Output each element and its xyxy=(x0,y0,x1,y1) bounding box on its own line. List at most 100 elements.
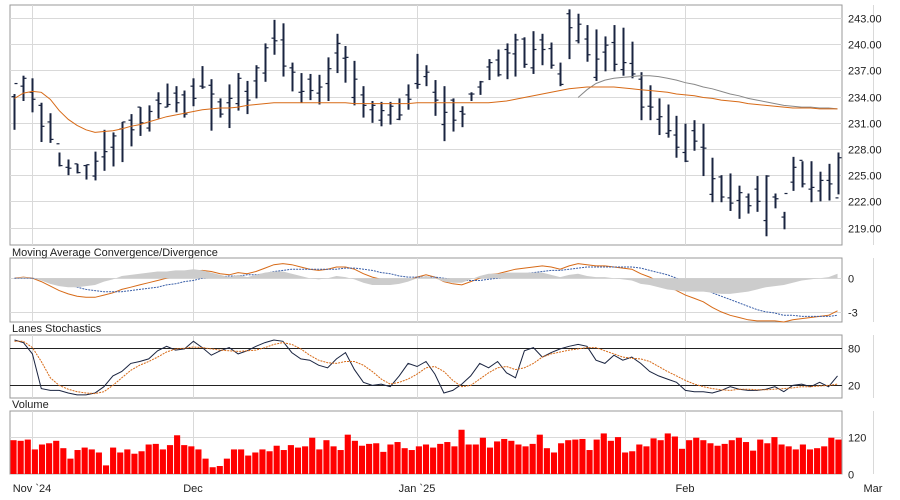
volume-bar xyxy=(88,449,95,474)
ohlc-bar xyxy=(226,84,233,129)
volume-bar xyxy=(600,433,607,474)
ohlc-bar xyxy=(817,171,824,202)
x-tick-label: Mar xyxy=(864,483,883,495)
volume-bar xyxy=(529,443,536,474)
volume-bar xyxy=(366,443,373,474)
volume-bar xyxy=(472,444,479,474)
ohlc-bar xyxy=(557,62,564,87)
volume-bar xyxy=(380,451,387,474)
ohlc-bar xyxy=(262,43,269,82)
volume-bar xyxy=(728,440,735,474)
volume-bar xyxy=(671,436,678,474)
volume-bar xyxy=(53,440,60,474)
volume-bar xyxy=(17,440,24,474)
ohlc-bar xyxy=(74,163,81,174)
ohlc-bar xyxy=(450,98,457,132)
ohlc-bar xyxy=(65,159,72,176)
volume-bar xyxy=(209,467,216,474)
volume-bar xyxy=(536,434,543,474)
ohlc-bar xyxy=(325,57,332,101)
panel-macd: 0 -3 Moving Average Convergence/Divergence xyxy=(9,247,874,323)
volume-bar xyxy=(693,437,700,474)
ohlc-bar xyxy=(566,9,573,60)
volume-bar xyxy=(501,438,508,474)
volume-bar xyxy=(714,445,721,474)
plot-frame xyxy=(9,334,843,399)
y-tick-label: 225.00 xyxy=(848,171,882,183)
volume-bar xyxy=(543,448,550,474)
volume-bar xyxy=(294,447,302,474)
volume-bar xyxy=(799,444,806,474)
volume-bar xyxy=(806,449,814,474)
ohlc-bar xyxy=(745,193,752,214)
y-tick-label: 20 xyxy=(848,381,860,393)
volume-bar xyxy=(181,445,188,474)
ohlc-bar xyxy=(396,98,403,121)
volume-bar xyxy=(238,449,245,474)
volume-bar xyxy=(81,447,88,474)
y-tick-label: 219.00 xyxy=(848,224,882,236)
volume-bar xyxy=(785,446,792,474)
panel-title: Moving Average Convergence/Divergence xyxy=(12,247,218,259)
ohlc-bar xyxy=(414,53,421,89)
volume-bar xyxy=(437,443,444,474)
volume-bar xyxy=(686,440,693,474)
volume-bar xyxy=(287,445,294,474)
volume-bar xyxy=(259,449,266,474)
ohlc-bar xyxy=(772,193,779,209)
ohlc-bar xyxy=(736,185,743,219)
ohlc-bar xyxy=(271,19,278,55)
volume-bar xyxy=(330,446,337,474)
volume-bar xyxy=(138,451,145,474)
volume-bar xyxy=(31,449,38,474)
ohlc-bar xyxy=(199,66,206,89)
volume-bar xyxy=(273,445,280,474)
volume-bar xyxy=(465,444,472,474)
volume-bar xyxy=(131,453,138,474)
plot-frame xyxy=(9,4,843,246)
y-tick-label: 228.00 xyxy=(848,145,882,157)
panel-price: 219.00 222.00 225.00 228.00 231.00 234.00 237.… xyxy=(9,4,882,246)
volume-bar xyxy=(550,452,558,474)
volume-bar xyxy=(394,442,401,474)
volume-bar xyxy=(721,443,728,474)
ohlc-bar xyxy=(137,106,144,136)
volume-bar xyxy=(337,450,344,474)
ohlc-bar xyxy=(611,25,618,72)
volume-bar xyxy=(358,445,366,474)
volume-bar xyxy=(67,458,74,474)
volume-bar xyxy=(494,441,501,474)
volume-bar xyxy=(24,439,31,474)
volume-bar xyxy=(657,440,664,474)
volume-bar xyxy=(572,439,579,474)
volume-bar xyxy=(757,439,764,474)
volume-bar xyxy=(444,442,451,474)
volume-bar xyxy=(152,443,159,474)
ohlc-bar xyxy=(763,175,770,237)
ohlc-bar xyxy=(638,72,645,121)
x-tick-label: Nov `24 xyxy=(13,483,52,495)
volume-bar xyxy=(742,442,750,474)
ohlc-bar xyxy=(691,120,698,151)
volume-bar xyxy=(323,440,330,474)
ohlc-bar xyxy=(432,80,439,116)
ohlc-bar xyxy=(253,65,260,99)
ohlc-bar xyxy=(459,106,466,128)
ohlc-bar xyxy=(146,105,153,132)
ohlc-bar xyxy=(342,46,349,83)
x-tick-label: Jan `25 xyxy=(399,483,436,495)
series-line xyxy=(14,263,838,323)
ohlc-bar xyxy=(727,173,734,211)
ohlc-bar xyxy=(629,41,636,79)
volume-bar xyxy=(707,443,714,474)
volume-bar xyxy=(216,466,223,474)
ohlc-bar xyxy=(530,31,537,74)
ohlc-bar xyxy=(190,78,197,107)
volume-bar xyxy=(614,437,622,474)
volume-bar xyxy=(664,433,671,474)
ohlc-bar xyxy=(620,27,627,76)
y-tick-label: 0 xyxy=(848,470,854,482)
ohlc-bar xyxy=(477,80,484,95)
x-tick-label: Dec xyxy=(183,483,203,495)
